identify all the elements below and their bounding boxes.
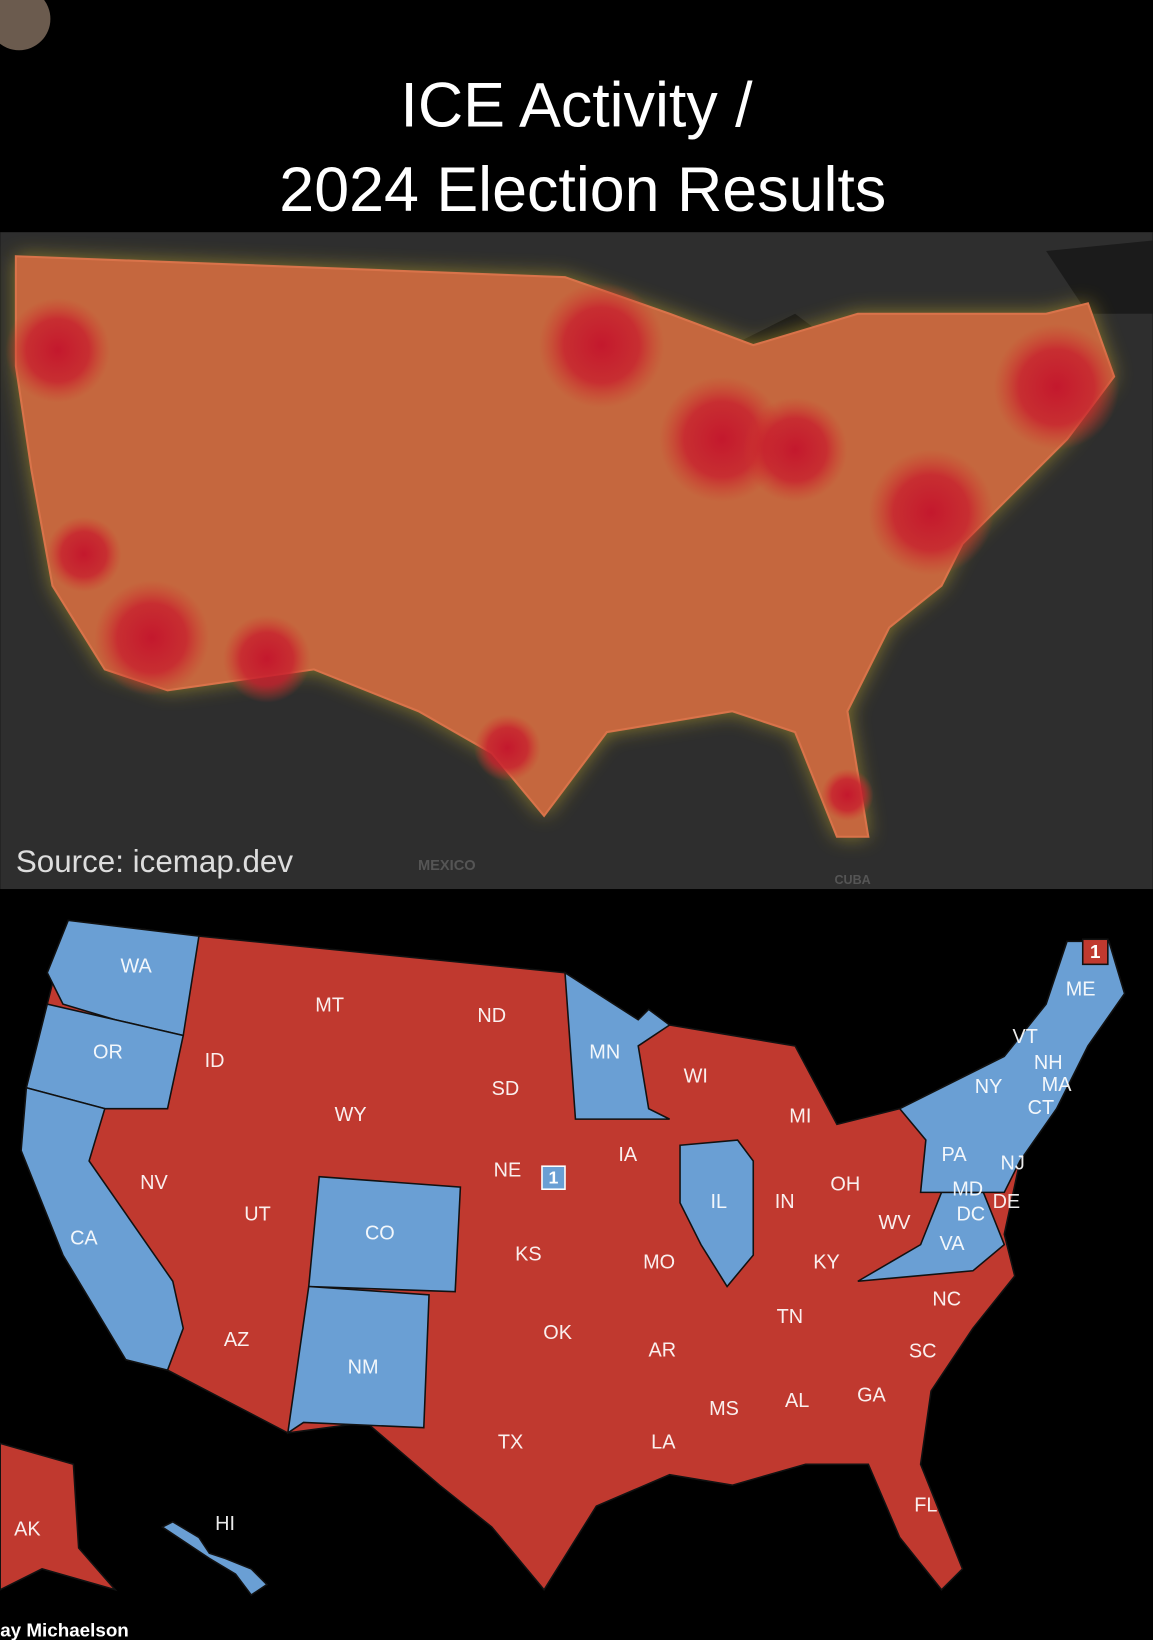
state-label: OK [543,1322,572,1344]
hotspots [5,282,1120,822]
avatar[interactable] [0,0,51,51]
state-label: MA [1042,1074,1073,1096]
state-label: IL [710,1191,727,1213]
state-label: GA [857,1385,886,1407]
state-label: WY [335,1104,367,1126]
state-label: NC [932,1288,961,1310]
state-label: MT [315,994,344,1016]
state-label: MI [789,1105,811,1127]
state-label: KY [813,1252,840,1274]
state-label: ID [205,1050,225,1072]
place-label: MEXICO [418,858,476,874]
state-label: MS [709,1398,739,1420]
state-label: VT [1013,1026,1038,1048]
state-label: WA [121,956,153,978]
state-label: LA [651,1432,676,1454]
district-marker [541,1165,566,1190]
state-label: NJ [1001,1152,1025,1174]
state-label: AL [785,1390,809,1412]
district-marker [1081,938,1109,966]
state-label: NM [348,1356,379,1378]
state-label: TN [777,1306,803,1328]
state-label: KS [515,1243,542,1265]
state-label: WV [878,1212,911,1234]
state-label: MO [643,1252,675,1274]
state-label: CT [1028,1097,1054,1119]
state-label: HI [215,1513,235,1535]
state-label: ME [1066,979,1096,1001]
author: ay Michaelson [0,1620,129,1640]
state-label: SD [492,1078,520,1100]
state-label: OR [93,1041,123,1063]
state-label: FL [914,1494,937,1516]
state-label: MD [952,1179,983,1201]
state-label: VA [939,1233,965,1255]
state-label: MN [589,1041,620,1063]
state-label: IA [618,1144,638,1166]
water [732,240,1153,408]
election-map [0,919,1126,1597]
alaska [0,1442,118,1592]
state-label: NH [1034,1052,1063,1074]
state-label: DC [956,1204,985,1226]
state-label: CO [365,1222,395,1244]
state-label: TX [498,1432,523,1454]
state-label: WI [684,1066,708,1088]
state-label: CA [70,1228,98,1250]
state-label: SC [909,1341,937,1363]
heat-map: Source: icemap.dev MEXICO CUBA [0,232,1153,890]
district-marker-label: 1 [1090,941,1100,962]
state-label: AR [648,1340,676,1362]
place-label: CUBA [834,873,870,887]
district-marker-label: 1 [549,1167,559,1187]
source: Source: icemap.dev [16,844,293,879]
state-label: DE [993,1191,1021,1213]
state-label: NY [975,1076,1003,1098]
state-label: AZ [224,1329,249,1351]
state-labels: WA OR ID MT ND MN WI MI SD WY NV UT CA CO NE IA IL IN OH PA… [14,956,1095,1541]
blue-states [20,919,1126,1597]
title-line: ICE Activity / [400,70,753,140]
state-label: OH [830,1173,860,1195]
state-label: NE [494,1160,522,1182]
state-label: IN [775,1191,795,1213]
state-label: NV [140,1172,168,1194]
title-line: 2024 Election Results [279,155,886,225]
state-label: PA [942,1144,968,1166]
state-label: UT [244,1204,270,1226]
state-label: AK [14,1518,41,1540]
state-label: ND [477,1005,506,1027]
